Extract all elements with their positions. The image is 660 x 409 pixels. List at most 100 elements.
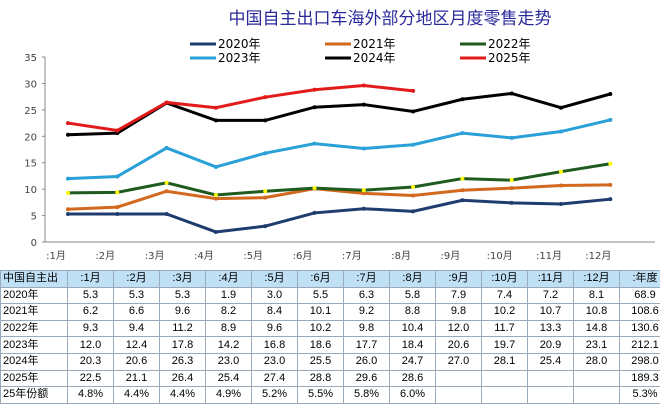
table-cell: 10.2 [481,303,528,321]
data-point [361,102,366,107]
table-cell: 11.7 [481,319,528,338]
table-cell: 9.6 [251,319,298,338]
table-cell: 16.8 [251,336,298,354]
data-point [559,169,563,174]
table-cell: 27.4 [251,369,298,388]
table-cell: 5.5% [297,386,344,404]
x-tick-label: :7月 [342,250,362,262]
table-row: 2022年 9.3 9.4 11.2 8.9 9.6 10.2 9.8 10.4 12.0 11.7… [0,319,660,338]
table-cell: 5.5 [297,286,344,305]
data-point [608,117,613,122]
data-point [559,201,563,206]
table-cell: 5.2% [251,386,298,404]
legend-label: 2022年 [488,37,531,51]
header-cell: :5月 [251,270,298,288]
table-cell: 25.4 [527,352,574,371]
data-point [312,210,317,215]
data-table: 中国自主出:1月:2月:3月:4月:5月:6月:7月:8月:9月:10月:11月… [0,270,660,404]
data-point [411,209,416,214]
table-cell: 12.4 [113,336,160,354]
table-cell: 17.8 [159,336,206,354]
data-point [115,174,120,179]
table-cell: 298.0 [619,352,660,371]
x-tick-label: :2月 [95,250,115,262]
data-point [263,195,268,200]
data-point [411,193,416,198]
y-tick-label: 25 [24,106,37,117]
data-point [115,205,120,210]
table-cell: 29.6 [343,369,390,388]
header-cell: :7月 [343,270,390,288]
table-cell [435,369,482,388]
header-cell: :11月 [527,270,574,288]
data-point [559,129,563,134]
x-tick-label: :3月 [145,250,165,262]
table-cell: 189.3 [619,369,660,388]
table-cell: 25.4 [205,369,252,388]
header-cell: :8月 [389,270,436,288]
data-point [66,211,70,216]
data-point [460,97,465,102]
table-cell [481,369,528,388]
legend-label: 2023年 [218,51,261,65]
table-cell: 10.2 [297,319,344,338]
series-line-2023年 [67,118,611,181]
data-point [460,176,465,181]
table-cell: 28.8 [297,369,344,388]
data-point [460,198,465,203]
header-cell: :1月 [67,270,114,288]
data-point [312,186,317,191]
x-tick-label: :11月 [536,250,562,262]
x-tick-label: :10月 [487,250,513,262]
table-cell: 7.9 [435,286,482,305]
data-point [361,188,366,193]
x-tick-label: :6月 [293,250,313,262]
table-cell: 9.3 [67,319,114,338]
table-cell: 2021年 [0,303,68,321]
table-cell: 24.7 [389,352,436,371]
data-point [213,105,218,110]
table-row: 2021年 6.2 6.6 9.6 8.2 8.4 10.1 9.2 8.8 9.8 10.2 10.… [0,303,660,321]
table-cell: 26.0 [343,352,390,371]
data-point [608,92,613,96]
table-cell: 25.5 [297,352,344,371]
data-point [460,131,465,136]
table-cell: 19.7 [481,336,528,354]
data-point [263,224,268,229]
table-cell: 20.6 [435,336,482,354]
y-tick-label: 0 [31,238,37,249]
table-cell: 130.6 [619,319,660,338]
table-cell: 4.4% [113,386,160,404]
table-cell: 20.3 [67,352,114,371]
legend-label: 2025年 [488,51,531,65]
table-cell: 17.7 [343,336,390,354]
table-cell: 10.1 [297,303,344,321]
table-cell: 5.3 [159,286,206,305]
table-cell: 26.4 [159,369,206,388]
header-cell: :4月 [205,270,252,288]
table-cell: 2023年 [0,336,68,354]
table-cell: 6.2 [67,303,114,321]
table-cell: 10.8 [573,303,620,321]
table-cell: 1.9 [205,286,252,305]
table-cell: 20.9 [527,336,574,354]
data-point [312,105,317,110]
table-cell [573,369,620,388]
data-point [509,91,514,96]
table-cell: 10.7 [527,303,574,321]
data-point [115,128,120,133]
table-cell: 4.8% [67,386,114,404]
data-point [361,146,366,151]
table-cell: 4.4% [159,386,206,404]
table-cell: 9.2 [343,303,390,321]
table-cell: 26.3 [159,352,206,371]
legend-label: 2021年 [353,37,396,51]
data-point [460,188,465,193]
legend-label: 2024年 [353,51,396,65]
table-cell: 14.2 [205,336,252,354]
x-tick-label: :4月 [194,250,214,262]
table-cell [527,386,574,404]
table-cell: 8.4 [251,303,298,321]
table-cell: 9.4 [113,319,160,338]
line-chart: 中国自主出口车海外部分地区月度零售走势 2020年 2021年 2022年 2023年 2… [24,9,655,262]
